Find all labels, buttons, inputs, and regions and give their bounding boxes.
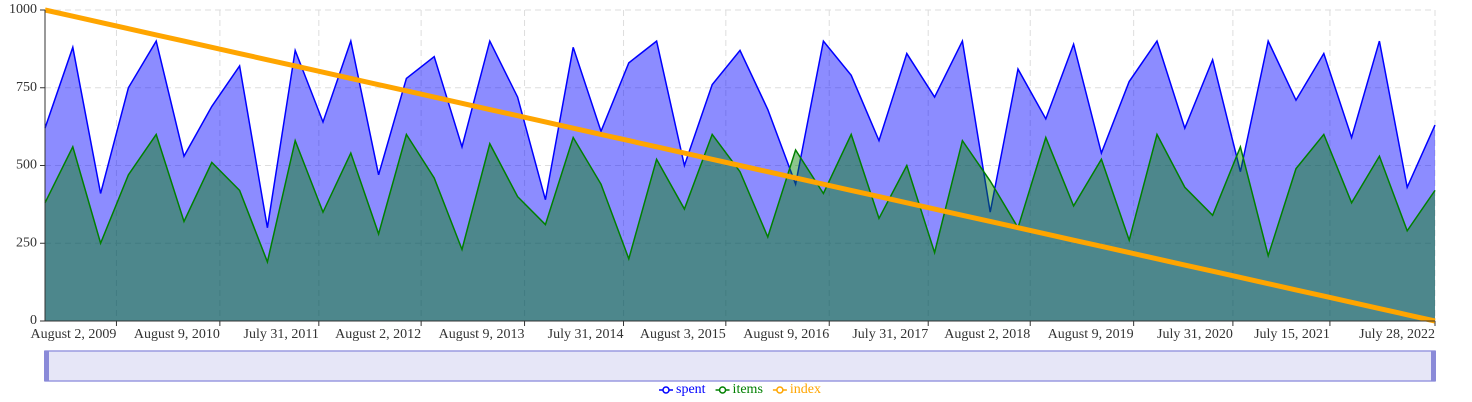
legend: spent items index — [658, 382, 821, 397]
x-tick-label: August 2, 2012 — [335, 327, 421, 342]
x-tick-label: July 28, 2022 — [1359, 327, 1435, 342]
y-tick-label: 0 — [30, 313, 37, 328]
line — [44, 38, 1436, 228]
legend-item[interactable]: index — [772, 382, 821, 397]
x-tick-label: August 2, 2018 — [944, 327, 1030, 342]
legend-label: items — [733, 382, 763, 397]
x-tick-label: August 9, 2016 — [743, 327, 829, 342]
x-tick-label: July 31, 2011 — [244, 327, 319, 342]
y-tick-label: 250 — [16, 235, 37, 250]
area — [45, 134, 1435, 321]
y-tick-label: 1000 — [9, 2, 37, 17]
x-tick-label: August 2, 2009 — [30, 327, 116, 342]
line — [44, 132, 1436, 265]
x-tick-label: July 31, 2014 — [548, 327, 624, 342]
x-tick-label: August 9, 2013 — [439, 327, 525, 342]
y-tick-label: 500 — [16, 158, 37, 173]
slider-handle[interactable] — [1431, 351, 1436, 381]
x-tick-label: August 9, 2019 — [1048, 327, 1134, 342]
line — [44, 7, 1436, 324]
x-tick-label: July 31, 2020 — [1157, 327, 1233, 342]
area — [45, 41, 1435, 321]
legend-marker — [776, 386, 784, 394]
x-tick-label: August 9, 2010 — [134, 327, 220, 342]
legend-item[interactable]: items — [715, 382, 763, 397]
x-tick-label: July 15, 2021 — [1254, 327, 1330, 342]
legend-marker — [718, 386, 727, 394]
x-tick-label: July 31, 2017 — [852, 327, 928, 342]
slider-track[interactable] — [44, 350, 1436, 382]
x-tick-label: August 3, 2015 — [640, 327, 726, 342]
legend-item[interactable]: spent — [658, 382, 706, 397]
legend-label: spent — [676, 382, 706, 397]
slider-handle[interactable] — [44, 351, 49, 381]
legend-label: index — [790, 382, 821, 397]
legend-marker — [662, 386, 670, 394]
y-tick-label: 750 — [16, 80, 37, 95]
zoom-slider[interactable] — [44, 350, 1436, 382]
